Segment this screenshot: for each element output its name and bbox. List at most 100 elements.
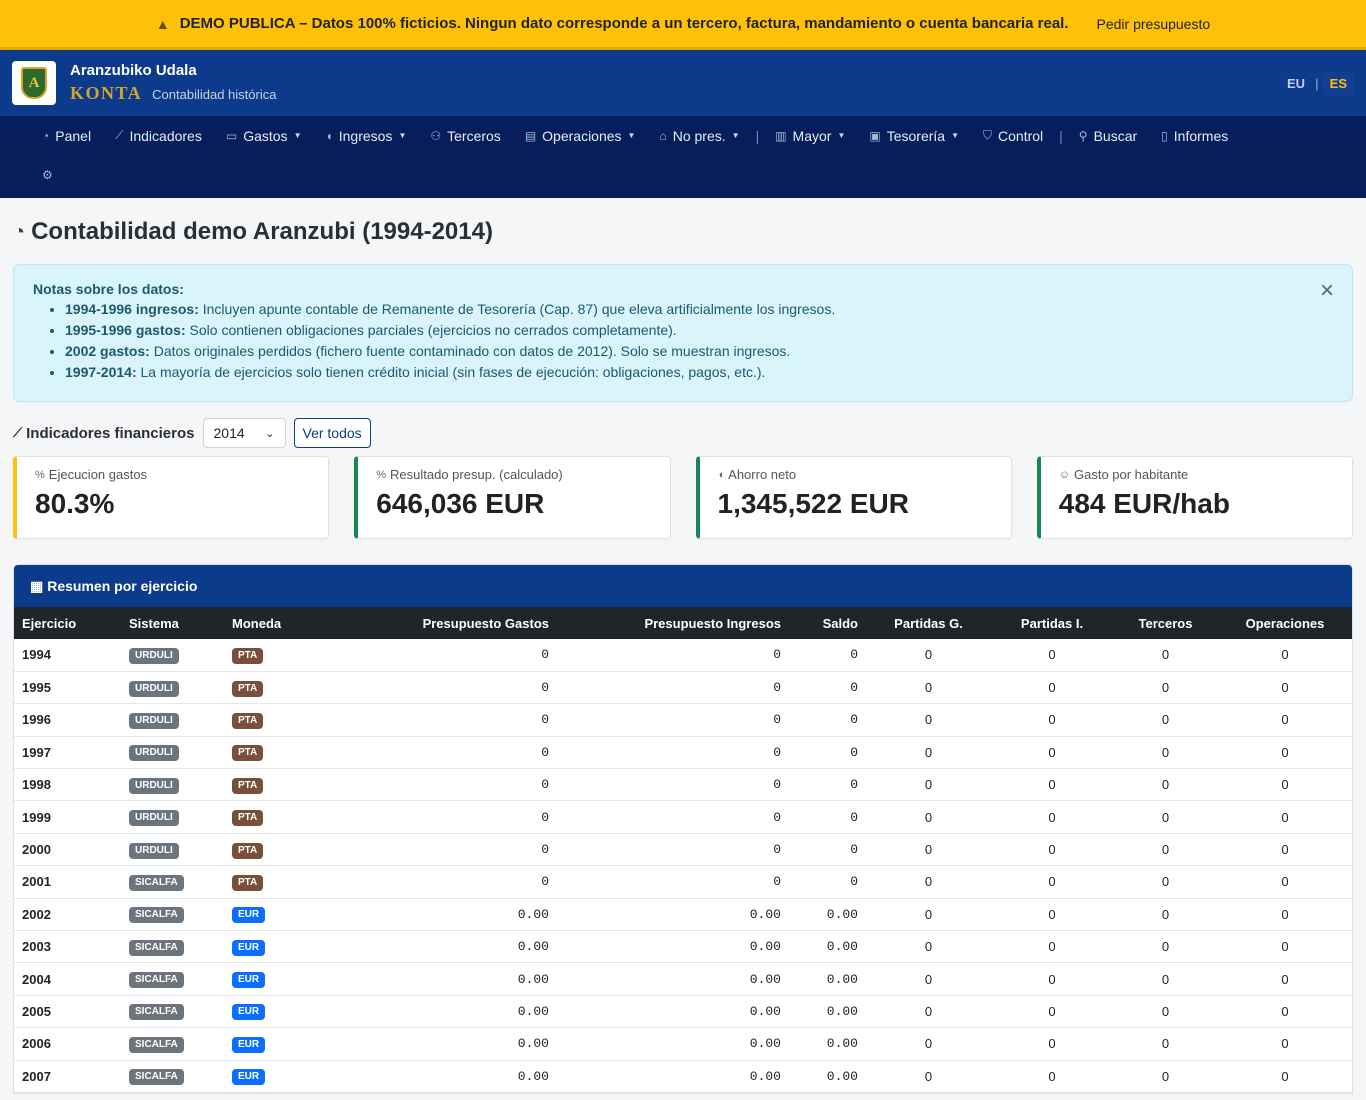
col-header[interactable]: Presupuesto Ingresos: [557, 607, 789, 639]
cell-moneda-badge: EUR: [232, 1036, 266, 1053]
nav-item-operaciones[interactable]: ▤ Operaciones ▼: [513, 128, 648, 144]
cell-moneda-badge: PTA: [232, 647, 264, 664]
cell-terceros: 0: [1113, 800, 1218, 834]
notes-title: Notas sobre los datos:: [33, 281, 184, 297]
lang-eu-button[interactable]: EU: [1286, 75, 1306, 91]
nav-item-tesoreria[interactable]: ▣ Tesorería ▼: [857, 128, 971, 144]
table-row[interactable]: 2001 SICALFA PTA 0 0 0 0 0 0 0: [14, 865, 1352, 899]
page-title-text: Contabilidad demo Aranzubi (1994-2014): [31, 218, 493, 245]
col-header[interactable]: Partidas I.: [991, 607, 1113, 639]
close-icon[interactable]: ×: [1319, 277, 1334, 304]
kpi-card-gasto-habitante: ☺ Gasto por habitante 484 EUR/hab: [1036, 456, 1353, 539]
cell-presupuesto-ingresos: 0: [557, 639, 789, 672]
table-row[interactable]: 2005 SICALFA EUR 0.00 0.00 0.00 0 0 0 0: [14, 995, 1352, 1029]
nav-item-gastos[interactable]: ▭ Gastos ▼: [214, 128, 314, 144]
col-header[interactable]: Presupuesto Gastos: [314, 607, 557, 639]
year-select[interactable]: 2014 ⌄: [202, 418, 286, 448]
table-row[interactable]: 1996 URDULI PTA 0 0 0 0 0 0 0: [14, 703, 1352, 737]
nav-item-ingresos[interactable]: ◖ Ingresos ▼: [313, 128, 418, 144]
cell-presupuesto-ingresos: 0.00: [557, 930, 789, 964]
nav-label: Gastos: [243, 127, 288, 144]
cell-partidas-i: 0: [991, 736, 1113, 770]
cell-presupuesto-ingresos: 0.00: [557, 898, 789, 932]
cell-operaciones: 0: [1218, 865, 1352, 899]
table-row[interactable]: 2003 SICALFA EUR 0.00 0.00 0.00 0 0 0 0: [14, 930, 1352, 964]
kpi-value: 484 EUR/hab: [1058, 488, 1230, 519]
summary-table: Ejercicio Sistema Moneda Presupuesto Gas…: [14, 607, 1352, 1093]
kpi-label: Ejecucion gastos: [48, 467, 148, 482]
cell-partidas-g: 0: [866, 671, 991, 705]
cell-ejercicio: 2003: [14, 930, 121, 964]
nav-item-settings[interactable]: ⚙: [30, 168, 71, 182]
table-row[interactable]: 1995 URDULI PTA 0 0 0 0 0 0 0: [14, 671, 1352, 705]
cell-moneda: EUR: [224, 1060, 314, 1093]
cell-operaciones: 0: [1218, 639, 1352, 672]
nav-item-mayor[interactable]: ▥ Mayor ▼: [763, 128, 857, 144]
cell-terceros: 0: [1113, 768, 1218, 802]
nav-label: Terceros: [447, 127, 501, 144]
nav-item-panel[interactable]: ◔ Panel: [30, 128, 103, 144]
cell-saldo: 0.00: [789, 898, 866, 932]
cell-operaciones: 0: [1218, 800, 1352, 834]
table-row[interactable]: 2002 SICALFA EUR 0.00 0.00 0.00 0 0 0 0: [14, 898, 1352, 932]
table-row[interactable]: 2007 SICALFA EUR 0.00 0.00 0.00 0 0 0 0: [14, 1060, 1352, 1093]
lang-es-button[interactable]: ES: [1322, 71, 1354, 95]
cell-moneda: PTA: [224, 833, 314, 867]
nav-item-indicadores[interactable]: ⟋ Indicadores: [103, 128, 214, 144]
cell-ejercicio: 1999: [14, 800, 121, 834]
app-header: A Aranzubiko Udala KONTA Contabilidad hi…: [0, 50, 1366, 116]
nav-item-informes[interactable]: ▯ Informes: [1149, 128, 1240, 144]
cell-saldo: 0: [789, 671, 866, 705]
cell-moneda-badge: EUR: [232, 1069, 266, 1086]
cell-partidas-g: 0: [866, 1027, 991, 1061]
product-name: KONTA: [70, 83, 143, 103]
cell-sistema: URDULI: [121, 800, 224, 834]
nav-item-control[interactable]: ⛉ Control: [971, 128, 1055, 144]
col-header[interactable]: Terceros: [1113, 607, 1218, 639]
chart-line-icon: ⟋: [13, 425, 23, 440]
cell-terceros: 0: [1113, 703, 1218, 737]
main-nav: ◔ Panel ⟋ Indicadores ▭ Gastos ▼ ◖ Ingresos ▼ …: [0, 116, 1366, 198]
cell-partidas-i: 0: [991, 833, 1113, 867]
indicators-toolbar: ⟋ Indicadores financieros 2014 ⌄ Ver tod…: [13, 418, 1353, 448]
table-row[interactable]: 2000 URDULI PTA 0 0 0 0 0 0 0: [14, 833, 1352, 867]
cell-moneda-badge: PTA: [232, 745, 264, 762]
percent-icon: %: [376, 468, 387, 481]
main-content: ◔ Contabilidad demo Aranzubi (1994-2014)…: [0, 218, 1366, 1094]
nav-item-no-pres[interactable]: ⌂ No pres. ▼: [647, 128, 751, 144]
col-header[interactable]: Partidas G.: [866, 607, 991, 639]
note-heading: 2002 gastos:: [65, 343, 150, 359]
col-header[interactable]: Ejercicio: [14, 607, 121, 639]
col-header[interactable]: Operaciones: [1218, 607, 1352, 639]
nav-item-buscar[interactable]: ⚲ Buscar: [1067, 128, 1149, 144]
cell-sistema: SICALFA: [121, 1027, 224, 1061]
cell-moneda: PTA: [224, 671, 314, 705]
cell-sistema: SICALFA: [121, 995, 224, 1029]
nav-item-terceros[interactable]: ⚇ Terceros: [418, 128, 512, 144]
cell-presupuesto-gastos: 0: [314, 736, 557, 770]
cell-ejercicio: 1996: [14, 703, 121, 737]
table-row[interactable]: 1999 URDULI PTA 0 0 0 0 0 0 0: [14, 800, 1352, 834]
table-row[interactable]: 1998 URDULI PTA 0 0 0 0 0 0 0: [14, 768, 1352, 802]
demo-banner-text: DEMO PUBLICA – Datos 100% ficticios. Nin…: [179, 15, 1069, 32]
table-row[interactable]: 2004 SICALFA EUR 0.00 0.00 0.00 0 0 0 0: [14, 962, 1352, 996]
table-row[interactable]: 1997 URDULI PTA 0 0 0 0 0 0 0: [14, 736, 1352, 770]
note-heading: 1997-2014:: [65, 364, 137, 380]
cell-ejercicio: 1997: [14, 736, 121, 770]
table-row[interactable]: 2006 SICALFA EUR 0.00 0.00 0.00 0 0 0 0: [14, 1027, 1352, 1061]
summary-header: ▦ Resumen por ejercicio: [14, 565, 1352, 607]
kpi-value: 1,345,522 EUR: [717, 488, 909, 519]
col-header[interactable]: Saldo: [789, 607, 866, 639]
table-row[interactable]: 1994 URDULI PTA 0 0 0 0 0 0 0: [14, 639, 1352, 672]
cell-ejercicio: 2006: [14, 1027, 121, 1061]
municipality-logo[interactable]: A: [12, 61, 56, 105]
kpi-cards: % Ejecucion gastos 80.3% % Resultado presu…: [13, 456, 1353, 539]
col-header[interactable]: Moneda: [224, 607, 314, 639]
caret-down-icon: ▼: [951, 131, 959, 140]
note-item: 1995-1996 gastos: Solo contienen obligac…: [65, 320, 1332, 341]
request-quote-link[interactable]: Pedir presupuesto: [1096, 15, 1211, 32]
ver-todos-button[interactable]: Ver todos: [293, 418, 371, 448]
cell-presupuesto-ingresos: 0.00: [557, 962, 789, 996]
col-header[interactable]: Sistema: [121, 607, 224, 639]
cell-moneda-badge: PTA: [232, 680, 264, 697]
